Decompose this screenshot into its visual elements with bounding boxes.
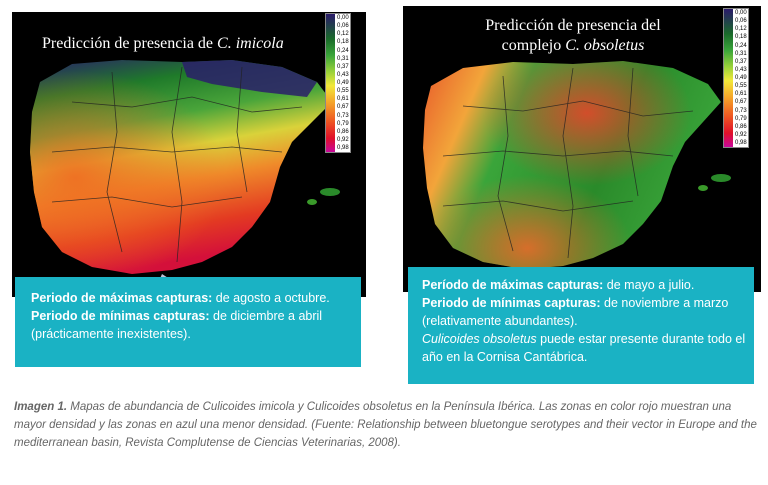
imicola-scale-label: 0,00 bbox=[337, 15, 349, 21]
obsoletus-map-title: Predicción de presencia del complejo C. … bbox=[453, 16, 693, 56]
imicola-min-value: de diciembre a abril bbox=[209, 309, 323, 323]
obsoletus-min-label: Periodo de mínimas capturas: bbox=[422, 296, 601, 310]
imicola-map bbox=[30, 60, 340, 297]
obsoletus-scale-label: 0,73 bbox=[735, 107, 747, 114]
imicola-scale-label: 0,24 bbox=[337, 47, 349, 54]
obsoletus-scale-bar bbox=[724, 9, 733, 147]
obsoletus-color-scale: 0,00 0,06 0,12 0,18 0,24 0,31 0,37 0,43 0,49 0,55… bbox=[723, 8, 749, 148]
imicola-info-box: Periodo de máximas capturas: de agosto a… bbox=[15, 277, 361, 367]
obsoletus-info-box: Período de máximas capturas: de mayo a j… bbox=[408, 267, 754, 384]
obsoletus-min-note: (relativamente abundantes). bbox=[422, 314, 578, 328]
imicola-map-panel: Predicción de presencia de C. imicola 0,… bbox=[12, 12, 366, 297]
imicola-min-label: Periodo de mínimas capturas: bbox=[31, 309, 210, 323]
obsoletus-max-label: Período de máximas capturas: bbox=[422, 278, 604, 292]
imicola-max-period: Periodo de máximas capturas: de agosto a… bbox=[31, 289, 351, 307]
imicola-max-label: Periodo de máximas capturas: bbox=[31, 291, 213, 305]
imicola-title-species: C. imicola bbox=[217, 35, 284, 52]
imicola-title-prefix: Predicción de presencia de bbox=[42, 35, 218, 52]
caption-text: Mapas de abundancia de Culicoides imicol… bbox=[14, 401, 757, 449]
imicola-scale-label: 0,98 bbox=[337, 145, 349, 151]
obsoletus-scale-label: 0,55 bbox=[735, 83, 747, 90]
imicola-scale-label: 0,31 bbox=[337, 55, 349, 62]
obsoletus-max-value: de mayo a julio. bbox=[603, 278, 695, 292]
obsoletus-scale-label: 0,43 bbox=[735, 66, 747, 73]
imicola-color-scale: 0,00 0,06 0,12 0,18 0,24 0,31 0,37 0,43 0,49 0,55… bbox=[325, 13, 351, 153]
caption-label: Imagen 1. bbox=[14, 401, 68, 413]
obsoletus-note-text: puede estar presente durante todo el año… bbox=[422, 332, 746, 364]
obsoletus-scale-label: 0,49 bbox=[735, 75, 747, 81]
imicola-scale-label: 0,79 bbox=[337, 120, 349, 127]
obsoletus-title-line1: Predicción de presencia del bbox=[485, 17, 661, 34]
obsoletus-scale-label: 0,00 bbox=[735, 10, 747, 16]
imicola-scale-label: 0,43 bbox=[337, 71, 349, 78]
obsoletus-scale-label: 0,24 bbox=[735, 42, 747, 49]
imicola-scale-label: 0,73 bbox=[337, 112, 349, 119]
obsoletus-scale-labels: 0,00 0,06 0,12 0,18 0,24 0,31 0,37 0,43 0,49 0,55… bbox=[733, 9, 748, 147]
imicola-scale-label: 0,06 bbox=[337, 23, 349, 30]
obsoletus-scale-label: 0,67 bbox=[735, 99, 747, 106]
obsoletus-scale-label: 0,98 bbox=[735, 140, 747, 146]
imicola-scale-labels: 0,00 0,06 0,12 0,18 0,24 0,31 0,37 0,43 0,49 0,55… bbox=[335, 14, 350, 152]
obsoletus-note-species: Culicoides obsoletus bbox=[422, 332, 537, 346]
imicola-scale-label: 0,86 bbox=[337, 128, 349, 135]
imicola-scale-label: 0,92 bbox=[337, 136, 349, 143]
obsoletus-map bbox=[423, 61, 731, 292]
imicola-min-note: (prácticamente inexistentes). bbox=[31, 327, 191, 341]
imicola-scale-label: 0,18 bbox=[337, 39, 349, 46]
obsoletus-scale-label: 0,92 bbox=[735, 131, 747, 138]
imicola-scale-label: 0,67 bbox=[337, 104, 349, 111]
obsoletus-title-prefix: complejo bbox=[501, 37, 566, 54]
imicola-max-value: de agosto a octubre. bbox=[212, 291, 330, 305]
obsoletus-min-period: Periodo de mínimas capturas: de noviembr… bbox=[422, 294, 748, 312]
obsoletus-scale-label: 0,86 bbox=[735, 123, 747, 130]
obsoletus-title-species: C. obsoletus bbox=[565, 37, 645, 54]
obsoletus-scale-label: 0,12 bbox=[735, 26, 747, 33]
imicola-scale-label: 0,49 bbox=[337, 80, 349, 86]
obsoletus-scale-label: 0,06 bbox=[735, 18, 747, 25]
imicola-min-period: Periodo de mínimas capturas: de diciembr… bbox=[31, 307, 351, 325]
obsoletus-min-value: de noviembre a marzo bbox=[600, 296, 729, 310]
obsoletus-year-note: Culicoides obsoletus puede estar present… bbox=[422, 330, 748, 366]
obsoletus-scale-label: 0,37 bbox=[735, 58, 747, 65]
obsoletus-scale-label: 0,31 bbox=[735, 50, 747, 57]
imicola-scale-label: 0,55 bbox=[337, 88, 349, 95]
imicola-map-title: Predicción de presencia de C. imicola bbox=[42, 34, 292, 54]
imicola-scale-label: 0,12 bbox=[337, 31, 349, 38]
imicola-scale-label: 0,37 bbox=[337, 63, 349, 70]
imicola-scale-bar bbox=[326, 14, 335, 152]
obsoletus-scale-label: 0,61 bbox=[735, 91, 747, 98]
obsoletus-scale-label: 0,18 bbox=[735, 34, 747, 41]
obsoletus-scale-label: 0,79 bbox=[735, 115, 747, 122]
obsoletus-map-panel: Predicción de presencia del complejo C. … bbox=[403, 6, 761, 292]
imicola-scale-label: 0,61 bbox=[337, 96, 349, 103]
figure-caption: Imagen 1. Mapas de abundancia de Culicoi… bbox=[14, 398, 759, 452]
obsoletus-max-period: Período de máximas capturas: de mayo a j… bbox=[422, 276, 748, 294]
